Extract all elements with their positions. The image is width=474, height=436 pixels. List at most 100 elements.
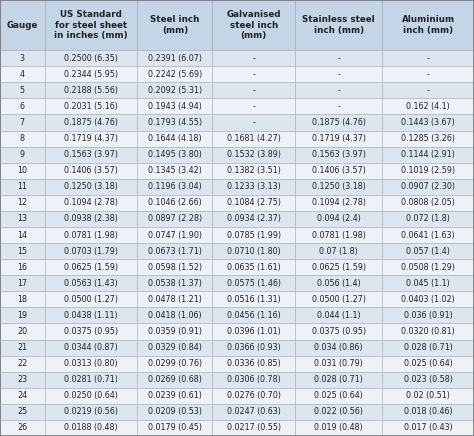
- Bar: [45, 420, 137, 436]
- Text: 0.2242 (5.69): 0.2242 (5.69): [148, 70, 202, 79]
- Bar: [295, 388, 382, 404]
- Text: 0.0209 (0.53): 0.0209 (0.53): [148, 407, 202, 416]
- Text: 0.0781 (1.98): 0.0781 (1.98): [312, 231, 365, 239]
- Text: 16: 16: [17, 262, 27, 272]
- Text: 0.0418 (1.06): 0.0418 (1.06): [148, 311, 202, 320]
- Text: 23: 23: [17, 375, 27, 384]
- Text: 0.1406 (3.57): 0.1406 (3.57): [312, 166, 365, 175]
- Bar: [0, 130, 45, 146]
- Bar: [137, 114, 212, 130]
- Bar: [382, 211, 474, 227]
- Text: 0.1233 (3.13): 0.1233 (3.13): [227, 182, 281, 191]
- Text: 0.0907 (2.30): 0.0907 (2.30): [401, 182, 455, 191]
- Bar: [295, 291, 382, 307]
- Bar: [212, 82, 295, 99]
- Text: 0.1681 (4.27): 0.1681 (4.27): [227, 134, 281, 143]
- Bar: [212, 146, 295, 163]
- Text: 13: 13: [17, 215, 27, 224]
- Bar: [295, 356, 382, 371]
- Bar: [212, 404, 295, 420]
- Bar: [382, 388, 474, 404]
- Bar: [45, 324, 137, 340]
- Text: 0.1443 (3.67): 0.1443 (3.67): [401, 118, 455, 127]
- Bar: [0, 99, 45, 114]
- Text: 0.2344 (5.95): 0.2344 (5.95): [64, 70, 118, 79]
- Bar: [295, 163, 382, 179]
- Bar: [382, 356, 474, 371]
- Bar: [382, 259, 474, 275]
- Text: -: -: [252, 54, 255, 63]
- Text: 0.0250 (0.64): 0.0250 (0.64): [64, 391, 118, 400]
- Bar: [295, 195, 382, 211]
- Text: 0.0299 (0.76): 0.0299 (0.76): [148, 359, 202, 368]
- Bar: [295, 340, 382, 356]
- Bar: [382, 371, 474, 388]
- Bar: [45, 195, 137, 211]
- Bar: [45, 356, 137, 371]
- Bar: [45, 227, 137, 243]
- Text: Stainless steel
inch (mm): Stainless steel inch (mm): [302, 15, 375, 35]
- Text: 20: 20: [17, 327, 27, 336]
- Bar: [212, 324, 295, 340]
- Bar: [212, 275, 295, 291]
- Text: 0.0808 (2.05): 0.0808 (2.05): [401, 198, 455, 208]
- Text: 12: 12: [17, 198, 27, 208]
- Text: -: -: [337, 70, 340, 79]
- Bar: [295, 371, 382, 388]
- Bar: [212, 227, 295, 243]
- Bar: [0, 146, 45, 163]
- Bar: [212, 211, 295, 227]
- Bar: [0, 227, 45, 243]
- Text: 0.2391 (6.07): 0.2391 (6.07): [148, 54, 202, 63]
- Text: 0.0269 (0.68): 0.0269 (0.68): [148, 375, 202, 384]
- Text: 0.0306 (0.78): 0.0306 (0.78): [227, 375, 281, 384]
- Bar: [295, 259, 382, 275]
- Text: -: -: [427, 86, 429, 95]
- Bar: [137, 211, 212, 227]
- Bar: [295, 50, 382, 66]
- Bar: [137, 291, 212, 307]
- Text: -: -: [427, 70, 429, 79]
- Text: 0.1875 (4.76): 0.1875 (4.76): [312, 118, 365, 127]
- Text: 0.019 (0.48): 0.019 (0.48): [314, 423, 363, 433]
- Bar: [0, 371, 45, 388]
- Text: 0.0336 (0.85): 0.0336 (0.85): [227, 359, 281, 368]
- Bar: [295, 404, 382, 420]
- Bar: [0, 420, 45, 436]
- Bar: [45, 114, 137, 130]
- Text: 0.0785 (1.99): 0.0785 (1.99): [227, 231, 281, 239]
- Bar: [212, 259, 295, 275]
- Bar: [212, 307, 295, 324]
- Text: 0.0598 (1.52): 0.0598 (1.52): [148, 262, 202, 272]
- Bar: [137, 50, 212, 66]
- Text: US Standard
for steel sheet
in inches (mm): US Standard for steel sheet in inches (m…: [54, 10, 128, 40]
- Text: 0.1094 (2.78): 0.1094 (2.78): [312, 198, 365, 208]
- Text: 0.0508 (1.29): 0.0508 (1.29): [401, 262, 455, 272]
- Text: 0.1250 (3.18): 0.1250 (3.18): [64, 182, 118, 191]
- Text: 0.162 (4.1): 0.162 (4.1): [406, 102, 450, 111]
- Bar: [45, 82, 137, 99]
- Text: 0.0538 (1.37): 0.0538 (1.37): [148, 279, 202, 288]
- Bar: [137, 420, 212, 436]
- Text: 0.022 (0.56): 0.022 (0.56): [314, 407, 363, 416]
- Text: 0.1345 (3.42): 0.1345 (3.42): [148, 166, 202, 175]
- Bar: [382, 163, 474, 179]
- Text: 19: 19: [17, 311, 27, 320]
- Text: 0.0188 (0.48): 0.0188 (0.48): [64, 423, 118, 433]
- Text: 0.0781 (1.98): 0.0781 (1.98): [64, 231, 118, 239]
- Text: 0.1144 (2.91): 0.1144 (2.91): [401, 150, 455, 159]
- Text: 0.02 (0.51): 0.02 (0.51): [406, 391, 450, 400]
- Bar: [382, 404, 474, 420]
- Bar: [137, 388, 212, 404]
- Text: 0.023 (0.58): 0.023 (0.58): [403, 375, 453, 384]
- Bar: [295, 146, 382, 163]
- Bar: [45, 243, 137, 259]
- Bar: [212, 163, 295, 179]
- Bar: [45, 179, 137, 195]
- Text: 0.1563 (3.97): 0.1563 (3.97): [64, 150, 118, 159]
- Text: 0.1875 (4.76): 0.1875 (4.76): [64, 118, 118, 127]
- Bar: [295, 179, 382, 195]
- Text: 0.2188 (5.56): 0.2188 (5.56): [64, 86, 118, 95]
- Bar: [212, 420, 295, 436]
- Bar: [295, 66, 382, 82]
